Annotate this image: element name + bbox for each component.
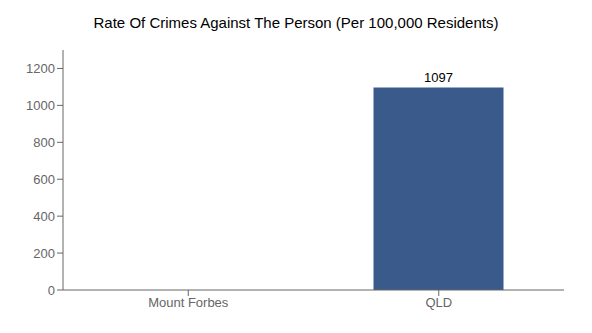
svg-text:600: 600	[33, 172, 55, 187]
svg-text:1200: 1200	[26, 61, 55, 76]
svg-text:200: 200	[33, 246, 55, 261]
svg-text:800: 800	[33, 135, 55, 150]
svg-text:0: 0	[48, 283, 55, 298]
svg-text:1097: 1097	[424, 70, 453, 85]
svg-text:Mount Forbes: Mount Forbes	[148, 295, 229, 310]
html-text:Rate Of Crimes Against The Per: Rate Of Crimes Against The Person (Per 1…	[93, 14, 499, 31]
svg-text:400: 400	[33, 209, 55, 224]
svg-text:1000: 1000	[26, 98, 55, 113]
svg-text:QLD: QLD	[425, 295, 452, 310]
